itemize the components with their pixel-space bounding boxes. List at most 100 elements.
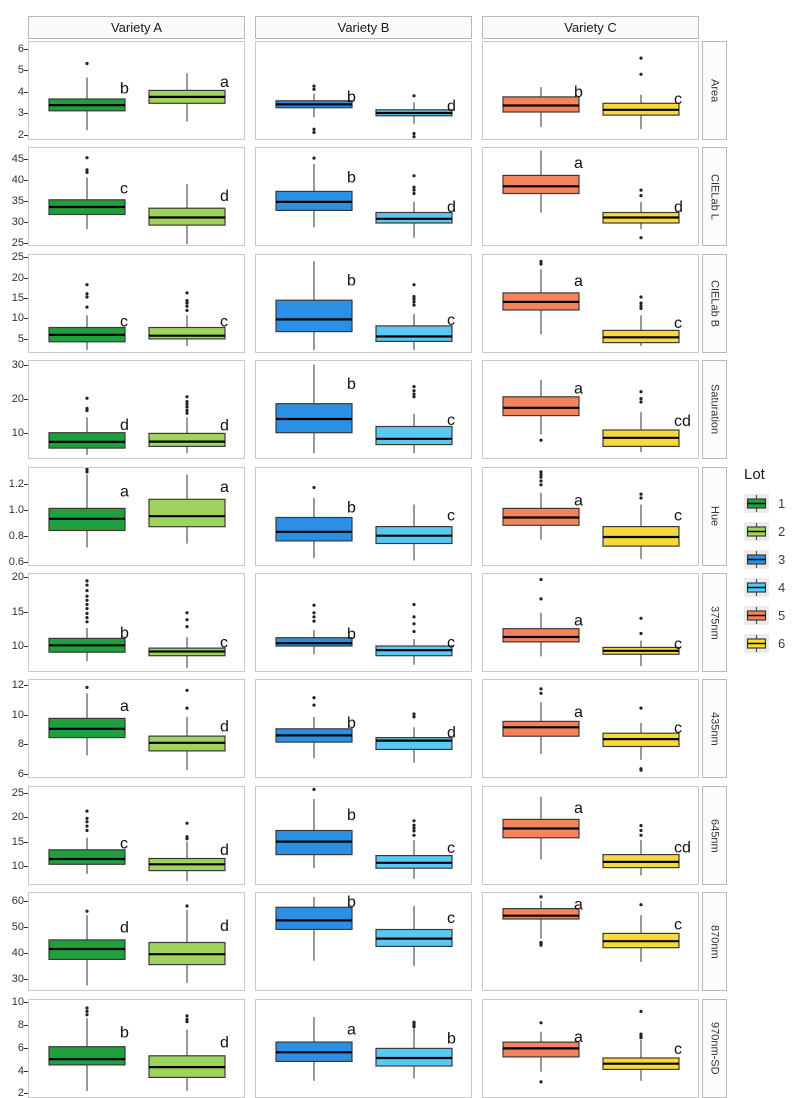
boxplot-lot-2: d <box>148 395 229 454</box>
outlier-point <box>639 72 643 76</box>
y-tick-mark <box>24 433 28 435</box>
outlier-point <box>412 622 416 626</box>
outlier-point <box>185 611 189 615</box>
significance-letter: c <box>120 313 128 330</box>
boxplot-lot-2: a <box>148 73 229 122</box>
outlier-point <box>185 301 189 305</box>
y-tick-mark <box>24 277 28 279</box>
boxplot-lot-2: a <box>148 474 229 544</box>
y-tick-mark <box>24 1025 28 1027</box>
significance-letter: c <box>674 508 682 525</box>
significance-letter: a <box>120 698 129 715</box>
significance-letter: d <box>447 199 456 216</box>
facet-row-strip: CIELab B <box>702 254 727 353</box>
y-tick-mark <box>24 646 28 648</box>
boxplot-lot-4: d <box>375 712 456 763</box>
y-tick-label: 45 <box>11 152 24 165</box>
y-tick-mark <box>24 1002 28 1004</box>
facet-row-label: Area <box>708 78 721 103</box>
y-tick-label: 20 <box>11 571 24 584</box>
y-tick-mark <box>24 338 28 340</box>
boxplot-lot-4: d <box>375 94 456 139</box>
outlier-point <box>85 61 89 66</box>
y-tick-mark <box>24 611 28 613</box>
y-tick-mark <box>24 243 28 245</box>
boxplot-lot-3: b <box>275 894 356 961</box>
box <box>275 299 353 333</box>
outlier-point <box>539 687 543 691</box>
y-tick-label: 5 <box>17 332 24 345</box>
y-tick-mark <box>24 365 28 367</box>
legend-entry-label: 3 <box>778 551 786 567</box>
outlier-point <box>85 828 89 833</box>
boxplot-lot-2: d <box>148 821 229 882</box>
box <box>502 908 580 920</box>
boxplot-lot-1: c <box>48 809 128 874</box>
legend-key-icon <box>744 633 769 653</box>
outlier-point <box>85 598 89 602</box>
outlier-point <box>639 768 643 772</box>
y-tick-mark <box>24 318 28 320</box>
outlier-point <box>539 479 543 483</box>
facet-row-strip: Saturation <box>702 360 727 459</box>
y-tick-label: 10 <box>11 996 24 1009</box>
box <box>502 720 580 737</box>
box <box>275 637 353 647</box>
significance-letter: d <box>220 188 229 205</box>
box <box>48 432 126 449</box>
y-tick-mark <box>24 48 28 50</box>
significance-letter: b <box>120 1024 129 1041</box>
y-tick-label: 8 <box>17 1019 24 1032</box>
y-tick-mark <box>24 91 28 93</box>
outlier-point <box>539 438 543 442</box>
box <box>502 396 580 417</box>
outlier-point <box>312 130 316 134</box>
outlier-point <box>412 392 416 396</box>
outlier-point <box>412 712 416 716</box>
boxplot-lot-4: b <box>375 1020 456 1079</box>
legend: Lot 1 2 3 4 5 6 <box>744 466 785 659</box>
outlier-point <box>85 283 89 287</box>
facet-row-label: Saturation <box>708 384 721 435</box>
boxplot-lot-5: a <box>502 1021 583 1084</box>
boxplot-lot-6: c <box>602 706 682 772</box>
boxplot-lot-3: a <box>275 1017 356 1081</box>
outlier-point <box>85 292 89 296</box>
y-tick-label: 6 <box>17 1041 24 1054</box>
y-tick-mark <box>24 927 28 929</box>
outlier-point <box>185 395 189 399</box>
significance-letter: a <box>574 704 583 721</box>
outlier-point <box>412 191 416 196</box>
outlier-point <box>185 400 189 404</box>
outlier-point <box>185 1017 189 1021</box>
significance-letter: a <box>574 1029 583 1046</box>
outlier-point <box>312 84 316 88</box>
significance-letter: c <box>447 508 455 525</box>
outlier-point <box>85 1009 89 1013</box>
y-tick-label: 12 <box>11 678 24 691</box>
outlier-point <box>85 579 89 583</box>
boxplot-lot-1: b <box>48 1006 129 1091</box>
facet-row-label: 375nm <box>708 605 721 640</box>
y-tick-mark <box>24 562 28 564</box>
outlier-point <box>185 706 189 710</box>
outlier-point <box>85 583 89 587</box>
facet-row-strip: CIELab L <box>702 147 727 246</box>
y-tick-label: 10 <box>11 312 24 325</box>
boxplot-lot-5: a <box>502 687 583 754</box>
outlier-point <box>639 295 643 299</box>
outlier-point <box>185 299 189 303</box>
outlier-point <box>85 820 89 824</box>
panel-variety-c-645nm: a cd <box>482 786 699 885</box>
outlier-point <box>639 194 643 198</box>
boxplot-lot-4: c <box>375 283 455 350</box>
outlier-point <box>185 411 189 415</box>
legend-entry-lot-6: 6 <box>744 631 785 655</box>
legend-title: Lot <box>744 466 765 483</box>
facet-column-strip: Variety C <box>482 16 699 39</box>
outlier-point <box>639 304 643 308</box>
outlier-point <box>639 631 643 636</box>
